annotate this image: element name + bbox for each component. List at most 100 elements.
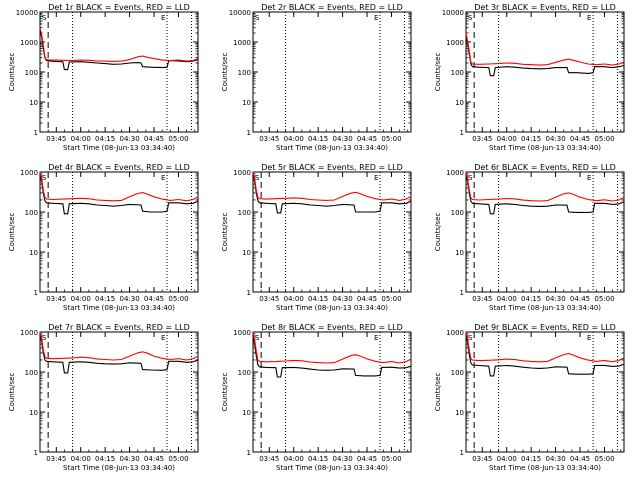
x-tick-label: 03:45 [46,135,66,143]
x-tick-label: 04:15 [308,455,328,463]
start-marker-label: S [255,174,260,182]
plot-frame [252,11,412,133]
chart-panel-det6: Det 6r BLACK = Events, RED = LLD 1 10 100 10… [434,163,625,312]
x-tick-label: 04:30 [119,455,139,463]
y-tick-label: 100 [238,369,251,377]
end-marker-label: E [587,14,591,22]
y-axis-label: Counts/sec [434,213,442,252]
x-tick-label: 05:00 [168,455,188,463]
plot-frame [39,11,199,133]
y-tick-label: 1 [247,289,251,297]
y-tick-label: 1000 [20,169,38,177]
start-marker-label: S [468,174,473,182]
y-tick-label: 1 [460,289,464,297]
y-tick-label: 10000 [16,9,38,17]
chart-title: Det 6r BLACK = Events, RED = LLD [474,163,616,172]
y-tick-label: 10 [242,249,251,257]
y-tick-label: 1000 [233,169,251,177]
x-tick-label: 04:30 [332,455,352,463]
end-marker-label: E [161,14,165,22]
x-axis-label: Start Time (08-Jun-13 03:34:40) [63,464,175,472]
x-tick-label: 03:45 [472,455,492,463]
x-axis-label: Start Time (08-Jun-13 03:34:40) [489,304,601,312]
y-tick-label: 1 [247,449,251,457]
x-tick-label: 04:45 [570,135,590,143]
x-tick-label: 05:00 [381,135,401,143]
x-tick-label: 04:00 [284,135,304,143]
y-tick-label: 100 [25,69,38,77]
y-axis-label: Counts/sec [434,373,442,412]
end-marker-label: E [374,334,378,342]
x-tick-label: 04:45 [144,295,164,303]
series-line-events [39,29,199,71]
x-tick-label: 03:45 [46,455,66,463]
series-line-events [465,334,625,377]
y-tick-label: 10 [29,249,38,257]
x-tick-label: 04:15 [308,295,328,303]
y-tick-label: 10 [455,99,464,107]
chart-panel-det2: Det 2r BLACK = Events, RED = LLD 1 10 100 10… [221,3,412,152]
x-tick-label: 04:15 [521,455,541,463]
series-line-events [252,335,412,378]
chart-panel-det4: Det 4r BLACK = Events, RED = LLD 1 10 100 10… [8,163,199,312]
y-tick-label: 1 [34,129,38,137]
x-tick-label: 05:00 [168,135,188,143]
x-tick-label: 04:45 [357,455,377,463]
end-marker-label: E [587,174,591,182]
x-tick-label: 04:15 [95,135,115,143]
start-marker-label: S [255,334,260,342]
x-tick-label: 04:15 [95,455,115,463]
series-line-lld [39,171,199,202]
series-line-lld [39,331,199,361]
x-tick-label: 05:00 [594,135,614,143]
y-tick-label: 1000 [233,39,251,47]
x-tick-label: 04:00 [71,295,91,303]
x-tick-label: 04:00 [71,135,91,143]
y-tick-label: 10 [29,409,38,417]
x-tick-label: 04:15 [521,135,541,143]
series-line-lld [465,32,625,66]
x-tick-label: 04:30 [545,135,565,143]
y-tick-label: 100 [238,209,251,217]
x-tick-label: 03:45 [46,295,66,303]
y-axis-label: Counts/sec [221,373,229,412]
end-marker-label: E [374,174,378,182]
x-tick-label: 03:45 [472,295,492,303]
x-axis-label: Start Time (08-Jun-13 03:34:40) [63,304,175,312]
end-marker-label: E [161,174,165,182]
x-tick-label: 03:45 [259,135,279,143]
y-tick-label: 1 [34,449,38,457]
y-tick-label: 10 [455,409,464,417]
y-tick-label: 100 [25,369,38,377]
x-tick-label: 04:15 [308,135,328,143]
x-tick-label: 04:45 [357,295,377,303]
series-line-lld [465,331,625,363]
y-tick-label: 100 [25,209,38,217]
x-tick-label: 04:00 [284,455,304,463]
chart-title: Det 3r BLACK = Events, RED = LLD [474,3,616,12]
x-tick-label: 04:30 [332,295,352,303]
x-tick-label: 05:00 [168,295,188,303]
plot-frame [252,331,412,453]
series-line-lld [465,171,625,202]
x-tick-label: 04:30 [545,455,565,463]
chart-title: Det 1r BLACK = Events, RED = LLD [48,3,190,12]
x-tick-label: 04:00 [497,295,517,303]
y-tick-label: 1000 [446,329,464,337]
chart-title: Det 9r BLACK = Events, RED = LLD [474,323,616,332]
x-axis-label: Start Time (08-Jun-13 03:34:40) [276,464,388,472]
plot-frame [39,171,199,293]
x-tick-label: 03:45 [259,455,279,463]
start-marker-label: S [42,14,47,22]
y-tick-label: 1 [247,129,251,137]
x-tick-label: 04:45 [570,455,590,463]
x-tick-label: 04:45 [144,135,164,143]
plot-frame [465,331,625,453]
y-axis-label: Counts/sec [8,53,16,92]
y-axis-label: Counts/sec [221,53,229,92]
chart-panel-det3: Det 3r BLACK = Events, RED = LLD 1 10 100 10… [434,3,625,152]
y-tick-label: 10 [242,99,251,107]
x-axis-label: Start Time (08-Jun-13 03:34:40) [276,144,388,152]
